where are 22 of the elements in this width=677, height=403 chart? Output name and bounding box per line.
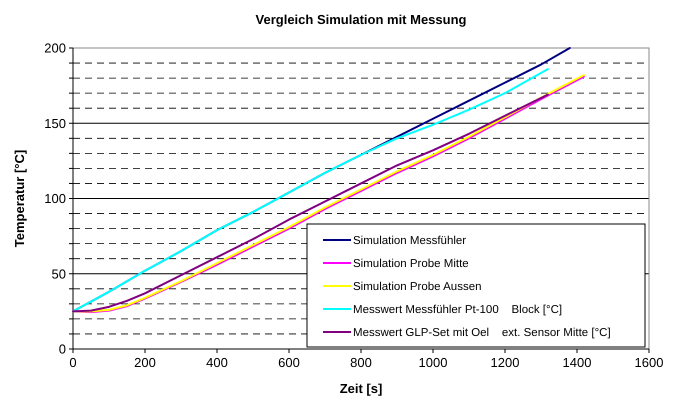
legend-label: Simulation Messfühler: [353, 235, 466, 247]
x-tick-label: 1600: [634, 355, 664, 370]
x-tick-label: 0: [69, 355, 77, 370]
chart-title: Vergleich Simulation mit Messung: [256, 12, 467, 27]
y-tick-label: 150: [44, 116, 66, 131]
x-axis-title: Zeit [s]: [340, 381, 382, 396]
legend-label: Messwert GLP-Set mit Oel ext. Sensor Mitte [°C]: [353, 327, 611, 339]
y-tick-label: 100: [44, 191, 66, 206]
x-tick-label: 1400: [562, 355, 592, 370]
x-tick-label: 600: [278, 355, 300, 370]
y-tick-label: 0: [58, 342, 66, 356]
y-tick-label: 50: [52, 266, 66, 282]
legend-label: Messwert Messfühler Pt-100 Block [°C]: [353, 304, 562, 316]
legend-label: Simulation Probe Mitte: [353, 258, 469, 270]
x-tick-label: 400: [206, 355, 228, 370]
x-tick-label: 800: [350, 355, 372, 370]
x-tick-label: 1000: [418, 355, 448, 370]
y-tick-label: 200: [44, 40, 66, 56]
y-axis-title: Temperatur [°C]: [12, 150, 27, 248]
x-tick-label: 1200: [490, 355, 520, 370]
legend-label: Simulation Probe Aussen: [353, 281, 482, 293]
x-tick-label: 200: [134, 355, 156, 370]
